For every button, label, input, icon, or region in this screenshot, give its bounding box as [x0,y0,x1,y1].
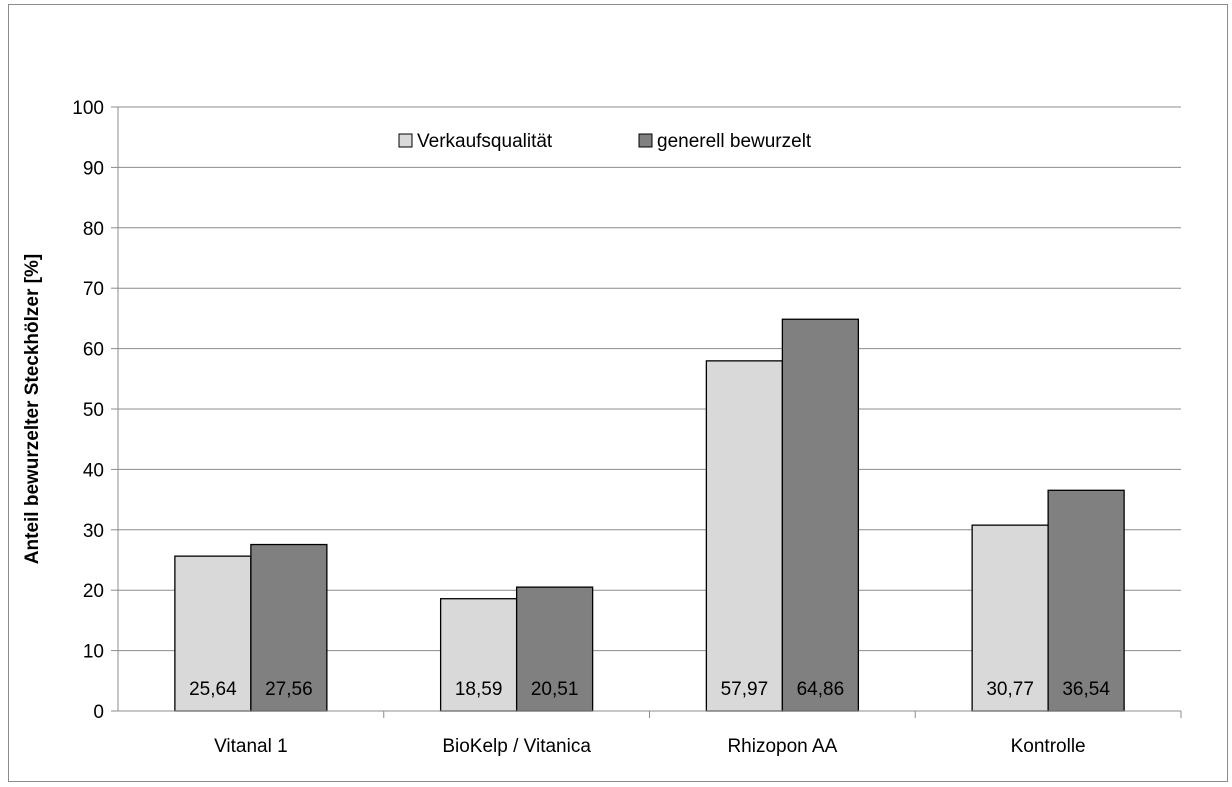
y-tick-label: 20 [83,581,104,602]
bar [705,360,784,712]
bars: 25,64 27,56 18,59 20,51 57,97 64,86 30,77 36,54 [174,318,1125,712]
legend-swatch [398,133,413,148]
legend-swatch [638,133,653,148]
legend: Verkaufsqualität generell bewurzelt [398,131,812,152]
legend-label: Verkaufsqualität [417,131,553,152]
data-label: 18,59 [455,679,503,700]
legend-label: generell bewurzelt [657,131,812,152]
bar [515,586,594,712]
y-tick-label: 10 [83,642,104,663]
x-tick-label: BioKelp / Vitanica [442,736,591,757]
y-tick-label: 100 [72,98,104,119]
y-axis-ticks: 0 10 20 30 40 50 60 70 80 90 100 [72,98,118,723]
axes [117,107,1182,718]
y-tick-label: 90 [83,158,104,179]
data-label: 20,51 [531,679,579,700]
y-axis-label: Anteil bewurzelter Steckhölzer [%] [22,254,43,564]
bar [1047,489,1125,712]
bar [781,318,860,712]
x-axis-labels: Vitanal 1 BioKelp / Vitanica Rhizopon AA Ko… [214,736,1086,757]
y-tick-label: 70 [83,279,104,300]
y-tick-label: 50 [83,400,104,421]
y-tick-label: 60 [83,340,104,361]
data-label: 36,54 [1062,679,1110,700]
y-tick-label: 80 [83,219,104,240]
y-tick-label: 40 [83,460,104,481]
data-label: 27,56 [265,679,313,700]
data-label: 30,77 [986,679,1034,700]
y-tick-label: 30 [83,521,104,542]
y-tick-label: 0 [93,702,104,723]
data-label: 64,86 [797,679,845,700]
data-label: 25,64 [189,679,237,700]
bar [439,598,518,712]
bar [250,543,328,712]
x-tick-label: Vitanal 1 [214,736,288,757]
x-tick-label: Rhizopon AA [727,736,837,757]
x-tick-label: Kontrolle [1011,736,1086,757]
data-label: 57,97 [721,679,769,700]
